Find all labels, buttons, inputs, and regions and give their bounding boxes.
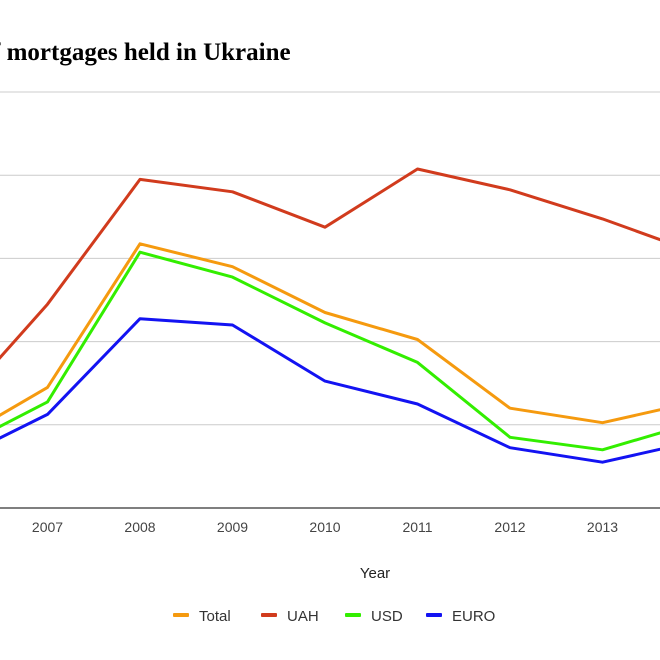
chart-title: f mortgages held in Ukraine <box>0 39 291 66</box>
x-tick-label: 2007 <box>32 519 63 535</box>
x-tick-label: 2008 <box>124 519 155 535</box>
legend-item-euro: EURO <box>426 608 495 625</box>
legend-swatch <box>261 613 277 617</box>
x-tick-label: 2009 <box>217 519 248 535</box>
series-line-total <box>0 242 660 425</box>
legend-swatch <box>426 613 442 617</box>
series-line-usd <box>0 250 660 452</box>
legend: Total UAH USD EURO <box>173 608 495 625</box>
legend-label: Total <box>199 608 231 625</box>
x-tick-label: 2011 <box>402 519 432 535</box>
x-tick-label: 2010 <box>309 519 340 535</box>
legend-item-uah: UAH <box>261 608 319 625</box>
x-axis-title: Year <box>360 565 390 582</box>
x-axis-ticks: 2007 2008 2009 2010 2011 2012 2013 <box>32 519 618 535</box>
legend-item-total: Total <box>173 608 231 625</box>
series-line-uah <box>0 167 660 360</box>
legend-label: UAH <box>287 608 319 625</box>
legend-label: EURO <box>452 608 495 625</box>
legend-label: USD <box>371 608 403 625</box>
legend-swatch <box>173 613 189 617</box>
series-lines <box>0 167 660 464</box>
x-tick-label: 2012 <box>494 519 525 535</box>
gridlines <box>0 91 660 426</box>
legend-swatch <box>345 613 361 617</box>
series-line-euro <box>0 317 660 464</box>
x-tick-label: 2013 <box>587 519 618 535</box>
legend-item-usd: USD <box>345 608 403 625</box>
